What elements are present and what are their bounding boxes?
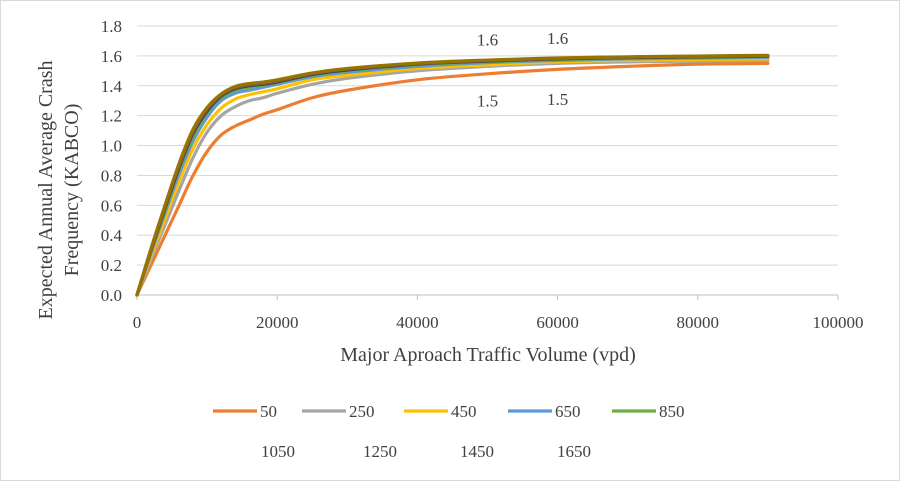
legend-label-250: 250: [349, 402, 375, 421]
y-tick-label: 1.6: [101, 47, 122, 66]
y-tick-label: 0.2: [101, 256, 122, 275]
y-tick-label: 0.6: [101, 196, 122, 215]
x-tick-label: 100000: [813, 313, 864, 332]
legend-label-1250: 1250: [363, 442, 397, 461]
y-tick-label: 1.4: [101, 77, 123, 96]
data-label-0: 1.6: [477, 30, 498, 49]
x-tick-label: 20000: [256, 313, 299, 332]
y-tick-label: 0.0: [101, 286, 122, 305]
y-tick-labels: 0.0 0.2 0.4 0.6 0.8 1.0 1.2 1.4 1.6 1.8: [101, 17, 123, 305]
series-line-50: [135, 61, 770, 297]
data-label-1: 1.6: [547, 29, 568, 48]
legend-label-1050: 1050: [261, 442, 295, 461]
data-label-2: 1.5: [477, 92, 498, 111]
legend-label-1450: 1450: [460, 442, 494, 461]
x-tick-label: 80000: [677, 313, 720, 332]
y-axis-label: Expected Annual Average Crash Frequency …: [35, 61, 83, 320]
series-lines: [135, 53, 770, 297]
data-annotations: 1.6 1.6 1.5 1.5: [477, 29, 568, 111]
data-label-3: 1.5: [547, 90, 568, 109]
x-axis-label: Major Aproach Traffic Volume (vpd): [340, 344, 636, 366]
legend-label-650: 650: [555, 402, 581, 421]
y-tick-label: 0.8: [101, 166, 122, 185]
x-tick-label: 60000: [536, 313, 579, 332]
y-tick-label: 1.0: [101, 137, 122, 156]
y-tick-label: 1.2: [101, 107, 122, 126]
legend-label-850: 850: [659, 402, 685, 421]
x-tick-label: 40000: [396, 313, 439, 332]
y-tick-label: 0.4: [101, 226, 123, 245]
legend: 50 250 450 650 850 1050 1250 1450 1650: [213, 402, 685, 461]
y-axis-label-line-2: Frequency (KABCO): [61, 104, 83, 277]
legend-label-450: 450: [451, 402, 477, 421]
series-line-1650: [135, 53, 770, 297]
x-tick-labels: 0 20000 40000 60000 80000 100000: [133, 313, 864, 332]
y-tick-label: 1.8: [101, 17, 122, 36]
y-axis-label-line-1: Expected Annual Average Crash: [35, 61, 57, 320]
x-tick-label: 0: [133, 313, 142, 332]
legend-label-50: 50: [260, 402, 277, 421]
legend-label-1650: 1650: [557, 442, 591, 461]
